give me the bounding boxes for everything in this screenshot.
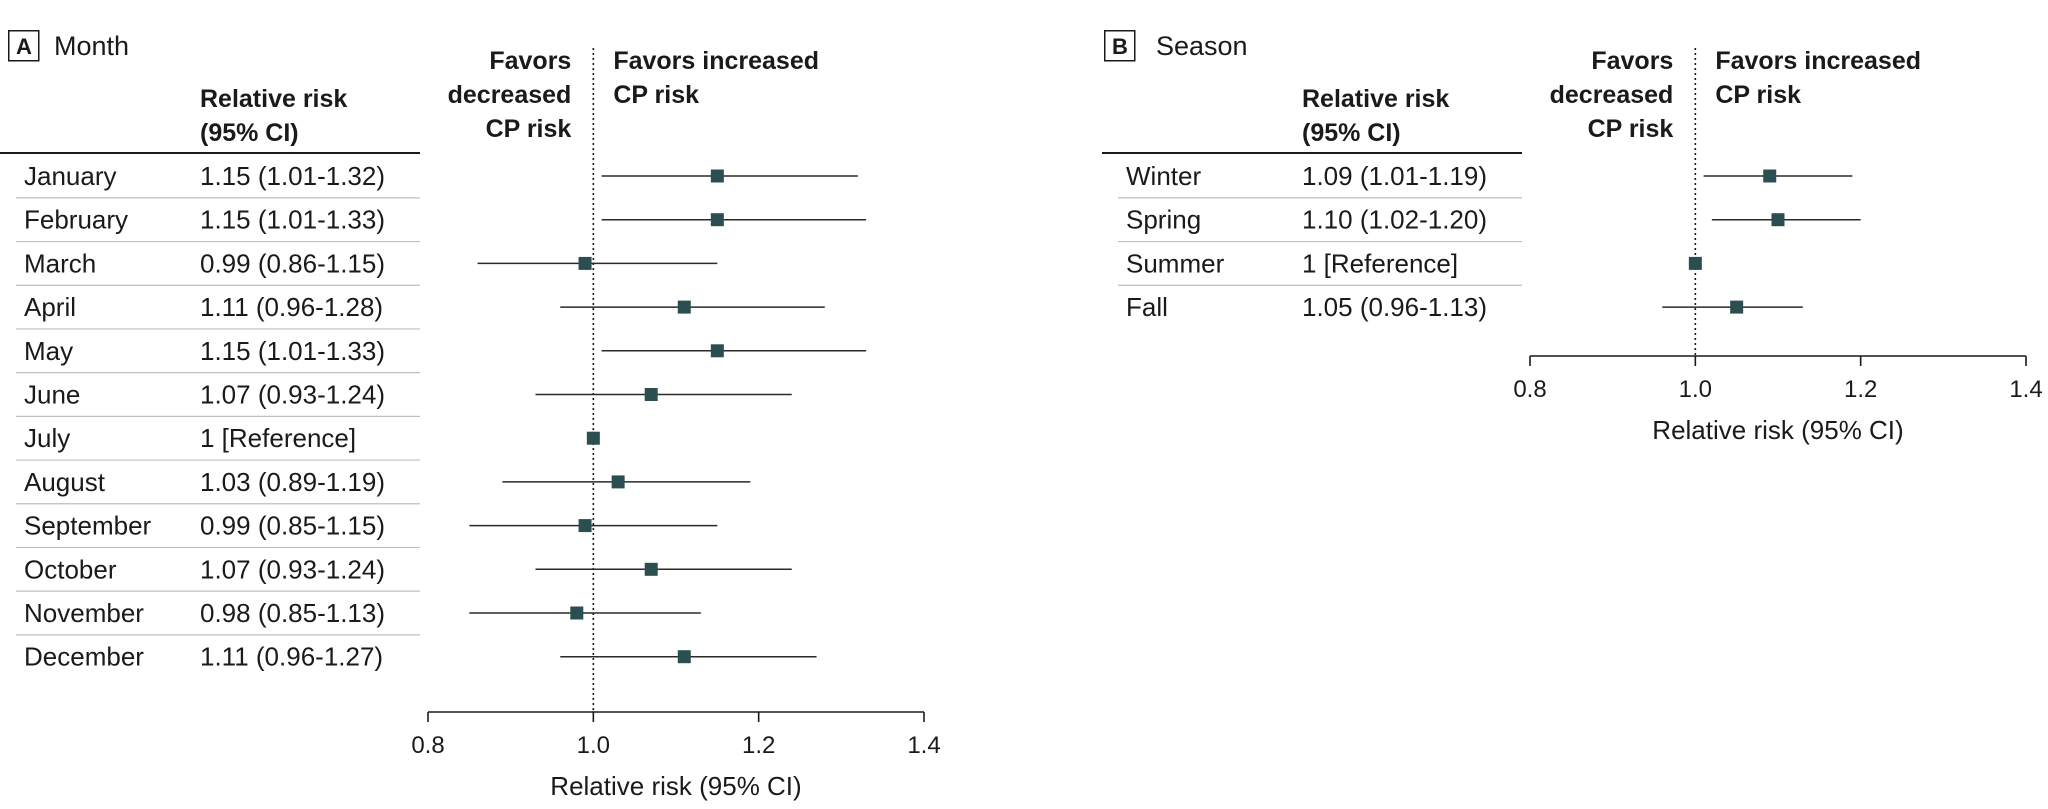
row-label: August (24, 467, 106, 497)
row-label: Fall (1126, 292, 1168, 322)
table-row: April 1.11 (0.96-1.28) (16, 292, 825, 330)
table-row: May 1.15 (1.01-1.33) (16, 336, 867, 374)
row-label: Winter (1126, 161, 1201, 191)
row-label: September (24, 511, 152, 541)
table-row: June 1.07 (0.93-1.24) (16, 380, 792, 417)
row-label: May (24, 336, 73, 366)
row-value: 1.05 (0.96-1.13) (1302, 292, 1487, 322)
table-row: July 1 [Reference] (16, 423, 600, 461)
row-value: 1.03 (0.89-1.19) (200, 467, 385, 497)
table-row: October 1.07 (0.93-1.24) (16, 554, 792, 592)
panel-title: Season (1156, 31, 1248, 61)
x-tick-label: 0.8 (1513, 376, 1546, 403)
row-value: 1.11 (0.96-1.27) (200, 642, 383, 672)
favors-decreased-line-3: CP risk (1588, 115, 1674, 143)
x-tick-label: 1.4 (2009, 376, 2042, 403)
point-estimate-marker (586, 431, 600, 445)
table-row: December 1.11 (0.96-1.27) (24, 642, 817, 672)
row-label: March (24, 248, 96, 278)
table-row: March 0.99 (0.86-1.15) (16, 248, 718, 286)
x-tick-label: 1.2 (742, 732, 775, 759)
column-header-line-2: (95% CI) (200, 119, 299, 147)
column-header-line-2: (95% CI) (1302, 119, 1401, 147)
point-estimate-marker (570, 606, 584, 620)
favors-decreased-line-2: decreased (1550, 81, 1674, 109)
table-row: February 1.15 (1.01-1.33) (16, 205, 867, 243)
row-value: 0.99 (0.85-1.15) (200, 511, 385, 541)
x-axis-label: Relative risk (95% CI) (550, 771, 801, 801)
row-value: 1.10 (1.02-1.20) (1302, 205, 1487, 235)
row-label: December (24, 642, 144, 672)
x-tick-label: 1.2 (1844, 376, 1877, 403)
x-axis-label: Relative risk (95% CI) (1652, 415, 1903, 445)
table-row: November 0.98 (0.85-1.13) (16, 598, 701, 636)
row-value: 1.07 (0.93-1.24) (200, 554, 385, 584)
table-row: Summer 1 [Reference] (1118, 248, 1702, 286)
point-estimate-marker (578, 256, 592, 270)
favors-increased-line-1: Favors increased (613, 47, 819, 75)
point-estimate-marker (611, 475, 625, 489)
row-value: 1.07 (0.93-1.24) (200, 380, 385, 410)
point-estimate-marker (1688, 256, 1702, 270)
x-tick-label: 0.8 (411, 732, 444, 759)
row-value: 1.09 (1.01-1.19) (1302, 161, 1487, 191)
row-label: June (24, 380, 80, 410)
x-tick-label: 1.0 (577, 732, 610, 759)
panel-letter: A (16, 34, 32, 59)
row-label: Summer (1126, 248, 1225, 278)
row-value: 1 [Reference] (200, 423, 356, 453)
point-estimate-marker (710, 169, 724, 183)
favors-decreased-line-2: decreased (448, 81, 572, 109)
point-estimate-marker (677, 300, 691, 314)
row-label: October (24, 554, 117, 584)
favors-decreased-line-3: CP risk (486, 115, 572, 143)
panel-letter-box (8, 30, 40, 62)
row-label: April (24, 292, 76, 322)
table-row: Fall 1.05 (0.96-1.13) (1126, 292, 1803, 322)
favors-increased-line-2: CP risk (1715, 81, 1801, 109)
row-value: 1.15 (1.01-1.32) (200, 161, 385, 191)
row-value: 0.98 (0.85-1.13) (200, 598, 385, 628)
row-value: 0.99 (0.86-1.15) (200, 248, 385, 278)
table-row: August 1.03 (0.89-1.19) (16, 467, 751, 505)
row-label: January (24, 161, 117, 191)
row-label: Spring (1126, 205, 1201, 235)
table-row: Spring 1.10 (1.02-1.20) (1118, 205, 1861, 243)
table-row: Winter 1.09 (1.01-1.19) (1118, 161, 1853, 199)
favors-decreased-line-1: Favors (1591, 47, 1673, 75)
favors-increased-line-2: CP risk (613, 81, 699, 109)
row-value: 1 [Reference] (1302, 248, 1458, 278)
point-estimate-marker (1763, 169, 1777, 183)
point-estimate-marker (710, 213, 724, 227)
point-estimate-marker (644, 388, 658, 401)
x-tick-label: 1.4 (907, 732, 940, 759)
favors-decreased-line-1: Favors (489, 47, 571, 75)
row-label: November (24, 598, 144, 628)
panel-a: A Month Relative risk (95% CI) Favors decreas… (0, 30, 941, 801)
table-row: September 0.99 (0.85-1.15) (16, 511, 718, 549)
row-value: 1.15 (1.01-1.33) (200, 205, 385, 235)
point-estimate-marker (578, 519, 592, 533)
favors-increased-line-1: Favors increased (1715, 47, 1921, 75)
row-value: 1.15 (1.01-1.33) (200, 336, 385, 366)
column-header-line-1: Relative risk (1302, 85, 1449, 113)
x-tick-label: 1.0 (1679, 376, 1712, 403)
panel-title: Month (54, 31, 129, 61)
point-estimate-marker (1771, 213, 1785, 227)
panel-letter: B (1112, 34, 1128, 59)
point-estimate-marker (710, 344, 724, 358)
table-row: January 1.15 (1.01-1.32) (16, 161, 858, 199)
point-estimate-marker (677, 650, 691, 664)
row-label: July (24, 423, 70, 453)
point-estimate-marker (644, 562, 658, 576)
panel-b: B Season Relative risk (95% CI) Favors decrea… (1102, 30, 2043, 445)
column-header-line-1: Relative risk (200, 85, 347, 113)
panel-letter-box (1104, 30, 1136, 62)
row-value: 1.11 (0.96-1.28) (200, 292, 383, 322)
row-label: February (24, 205, 128, 235)
point-estimate-marker (1730, 300, 1744, 314)
